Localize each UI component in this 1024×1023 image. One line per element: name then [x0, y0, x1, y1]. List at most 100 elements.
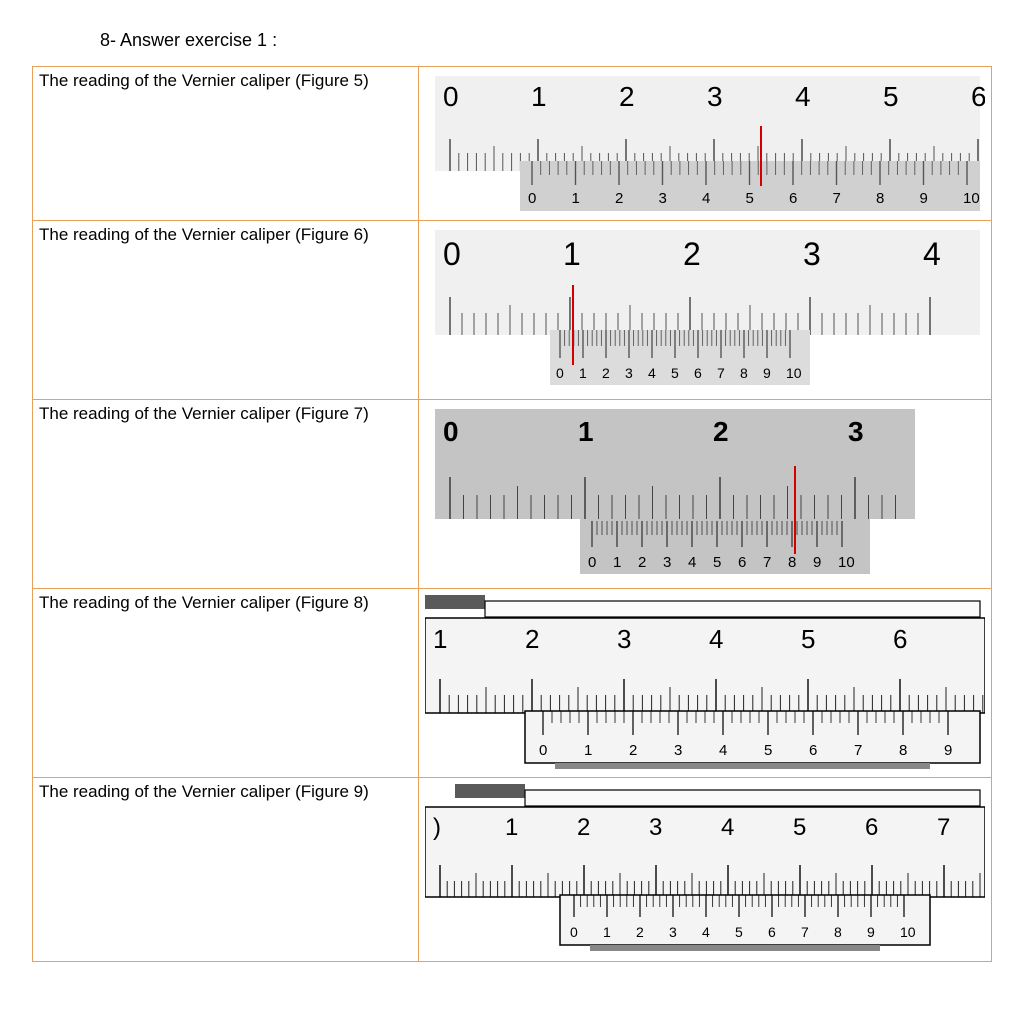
svg-text:7: 7 — [833, 190, 841, 207]
svg-text:1: 1 — [531, 81, 547, 112]
svg-text:0: 0 — [528, 190, 536, 207]
svg-text:5: 5 — [671, 365, 679, 381]
svg-text:8: 8 — [876, 190, 884, 207]
svg-text:8: 8 — [788, 554, 796, 571]
svg-text:6: 6 — [865, 814, 878, 841]
svg-text:3: 3 — [707, 81, 723, 112]
svg-text:1: 1 — [603, 924, 611, 940]
row-figure: 01234012345678910 — [419, 221, 992, 400]
svg-text:8: 8 — [834, 924, 842, 940]
svg-text:3: 3 — [663, 554, 671, 571]
svg-text:4: 4 — [702, 190, 710, 207]
svg-text:7: 7 — [854, 742, 862, 759]
svg-text:5: 5 — [793, 814, 806, 841]
svg-text:6: 6 — [789, 190, 797, 207]
row-label: The reading of the Vernier caliper (Figu… — [33, 400, 419, 589]
svg-text:4: 4 — [648, 365, 656, 381]
svg-text:3: 3 — [674, 742, 682, 759]
svg-text:1: 1 — [505, 814, 518, 841]
svg-text:10: 10 — [786, 365, 802, 381]
svg-text:6: 6 — [738, 554, 746, 571]
exercise-table: The reading of the Vernier caliper (Figu… — [32, 66, 992, 962]
svg-text:5: 5 — [764, 742, 772, 759]
row-label: The reading of the Vernier caliper (Figu… — [33, 221, 419, 400]
svg-text:9: 9 — [867, 924, 875, 940]
svg-text:2: 2 — [615, 190, 623, 207]
table-row: The reading of the Vernier caliper (Figu… — [33, 67, 992, 221]
svg-text:2: 2 — [525, 624, 539, 654]
svg-text:9: 9 — [763, 365, 771, 381]
svg-text:10: 10 — [838, 554, 855, 571]
svg-text:2: 2 — [636, 924, 644, 940]
svg-text:1: 1 — [578, 416, 594, 447]
svg-text:4: 4 — [702, 924, 710, 940]
svg-text:4: 4 — [795, 81, 811, 112]
table-row: The reading of the Vernier caliper (Figu… — [33, 221, 992, 400]
row-figure: 1 2 3 4 5 6 0 1 2 3 4 5 6 7 8 9 — [419, 589, 992, 778]
svg-text:4: 4 — [719, 742, 727, 759]
svg-text:6: 6 — [971, 81, 985, 112]
svg-text:3: 3 — [625, 365, 633, 381]
svg-text:): ) — [433, 814, 441, 841]
svg-text:2: 2 — [619, 81, 635, 112]
svg-text:9: 9 — [944, 742, 952, 759]
row-label: The reading of the Vernier caliper (Figu… — [33, 778, 419, 962]
svg-text:5: 5 — [746, 190, 754, 207]
row-label: The reading of the Vernier caliper (Figu… — [33, 67, 419, 221]
svg-text:5: 5 — [883, 81, 899, 112]
svg-text:7: 7 — [937, 814, 950, 841]
svg-text:4: 4 — [688, 554, 696, 571]
svg-text:6: 6 — [893, 624, 907, 654]
svg-text:5: 5 — [735, 924, 743, 940]
svg-text:3: 3 — [659, 190, 667, 207]
svg-text:5: 5 — [713, 554, 721, 571]
svg-text:8: 8 — [899, 742, 907, 759]
svg-text:2: 2 — [629, 742, 637, 759]
svg-text:0: 0 — [443, 81, 459, 112]
svg-text:6: 6 — [809, 742, 817, 759]
svg-text:1: 1 — [584, 742, 592, 759]
svg-text:2: 2 — [638, 554, 646, 571]
table-row: The reading of the Vernier caliper (Figu… — [33, 778, 992, 962]
svg-text:9: 9 — [920, 190, 928, 207]
svg-text:7: 7 — [717, 365, 725, 381]
svg-text:5: 5 — [801, 624, 815, 654]
svg-text:3: 3 — [649, 814, 662, 841]
svg-text:1: 1 — [563, 236, 581, 272]
svg-text:1: 1 — [613, 554, 621, 571]
svg-text:2: 2 — [683, 236, 701, 272]
row-label: The reading of the Vernier caliper (Figu… — [33, 589, 419, 778]
svg-text:3: 3 — [617, 624, 631, 654]
svg-text:0: 0 — [443, 416, 459, 447]
svg-text:2: 2 — [602, 365, 610, 381]
svg-text:1: 1 — [579, 365, 587, 381]
svg-text:10: 10 — [963, 190, 980, 207]
row-figure: ) 1 2 3 4 5 6 7 0 1 2 3 4 5 6 7 8 9 10 — [419, 778, 992, 962]
svg-text:4: 4 — [709, 624, 723, 654]
svg-text:4: 4 — [721, 814, 734, 841]
svg-text:1: 1 — [433, 624, 447, 654]
svg-text:4: 4 — [923, 236, 941, 272]
svg-text:9: 9 — [813, 554, 821, 571]
row-figure: 0123012345678910 — [419, 400, 992, 589]
svg-text:7: 7 — [801, 924, 809, 940]
svg-text:2: 2 — [577, 814, 590, 841]
svg-text:8: 8 — [740, 365, 748, 381]
svg-text:1: 1 — [572, 190, 580, 207]
page-heading: 8- Answer exercise 1 : — [100, 30, 1004, 51]
svg-text:10: 10 — [900, 924, 916, 940]
svg-text:0: 0 — [443, 236, 461, 272]
svg-text:3: 3 — [803, 236, 821, 272]
table-row: The reading of the Vernier caliper (Figu… — [33, 589, 992, 778]
svg-text:0: 0 — [570, 924, 578, 940]
svg-text:0: 0 — [556, 365, 564, 381]
svg-text:7: 7 — [763, 554, 771, 571]
svg-text:6: 6 — [694, 365, 702, 381]
svg-text:3: 3 — [848, 416, 864, 447]
table-row: The reading of the Vernier caliper (Figu… — [33, 400, 992, 589]
svg-text:0: 0 — [539, 742, 547, 759]
svg-text:6: 6 — [768, 924, 776, 940]
svg-text:3: 3 — [669, 924, 677, 940]
svg-text:2: 2 — [713, 416, 729, 447]
svg-text:0: 0 — [588, 554, 596, 571]
